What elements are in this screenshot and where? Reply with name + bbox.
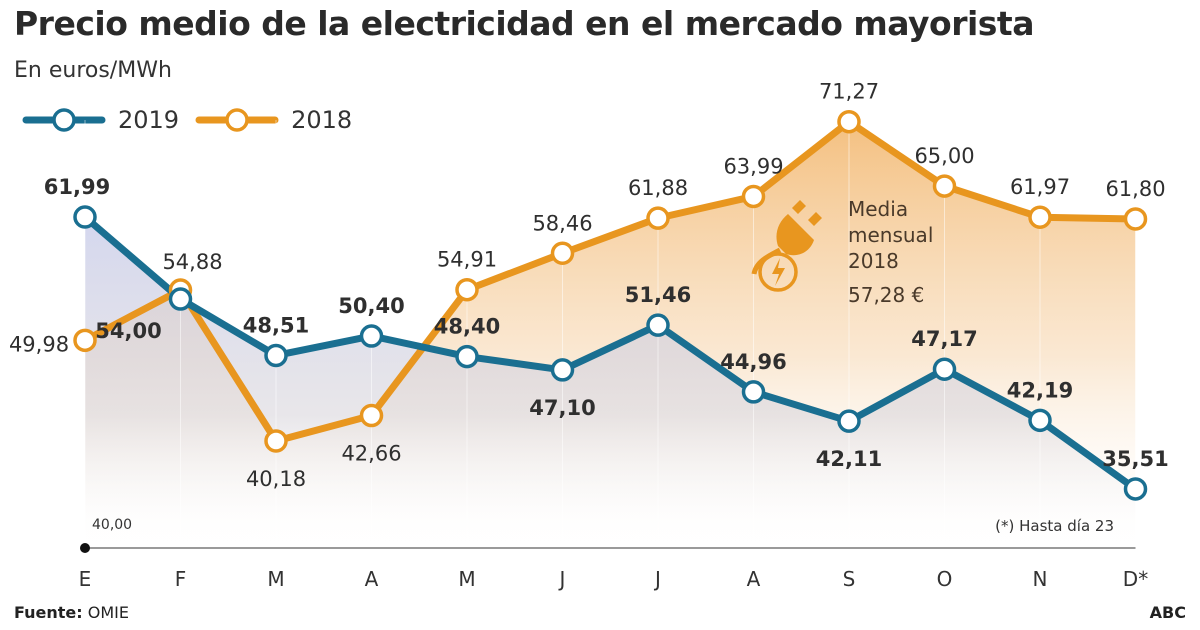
legend: 2019 2018 [22,106,352,134]
data-point-2019 [1123,477,1148,501]
data-label-2019: 42,19 [1007,378,1073,402]
legend-label-2019: 2019 [118,106,180,134]
data-point-2018 [455,277,479,302]
data-label-2019: 51,46 [625,283,691,307]
x-tick-label: M [458,567,475,591]
data-label-2019: 48,40 [434,315,500,339]
data-point-2019 [932,357,957,381]
data-point-2019 [550,358,575,382]
area-2019 [85,217,1136,548]
x-tick-label: O [937,567,953,591]
data-point-2018 [359,403,384,428]
x-tick-label: S [843,567,856,591]
annotation-line1: Media [848,197,909,221]
x-tick-label: E [79,567,92,591]
x-tick-label: F [175,567,187,591]
data-point-2019 [359,324,384,348]
data-label-2018: 61,88 [628,176,688,200]
data-point-2018 [741,184,766,209]
annotation-line2: mensual [848,223,934,247]
legend-item-2019: 2019 [22,106,179,134]
chart-title: Precio medio de la electricidad en el me… [14,4,1034,43]
data-label-2018: 71,27 [819,80,879,104]
data-label-2018: 58,46 [532,211,592,235]
series-line-2018 [83,118,1136,445]
x-tick-label: N [1033,567,1048,591]
data-label-2018: 61,80 [1105,177,1165,201]
monthly-average-annotation: Media mensual 2018 57,28 € [848,196,933,308]
x-tick-label: A [747,567,761,591]
x-tick-label: A [365,567,379,591]
data-point-2018 [646,206,670,230]
source-value: OMIE [87,603,129,622]
series-line-2019 [82,214,1138,492]
data-point-2018 [550,241,575,266]
annotation-line3: 2018 [848,249,899,273]
data-label-2019: 35,51 [1102,447,1168,471]
data-label-2018: 40,18 [246,467,306,491]
data-label-2019: 50,40 [338,294,404,318]
data-label-2019: 54,00 [95,319,161,343]
data-point-2019 [455,344,479,369]
footnote: (*) Hasta día 23 [995,517,1114,535]
x-tick-label: D* [1123,567,1148,591]
plug-lightning-icon [751,200,822,292]
data-point-2019 [168,287,193,311]
data-label-2018: 54,91 [437,248,497,272]
data-label-2019: 42,11 [816,447,882,471]
data-label-2018: 42,66 [341,442,401,466]
data-point-2018 [932,174,957,198]
data-label-2018: 49,98 [9,332,69,356]
data-label-2019: 47,17 [911,327,977,351]
source: Fuente: OMIE [14,603,129,622]
x-tick-label: J [558,567,566,591]
data-point-2019 [646,313,670,337]
data-point-2018 [837,109,861,134]
data-label-2018: 61,97 [1010,175,1070,199]
data-point-2018 [1028,205,1052,229]
annotation-value: 57,28 € [848,283,925,307]
baseline-label: 40,00 [92,517,133,533]
data-point-2018 [264,429,288,453]
source-label: Fuente: [14,603,83,622]
x-tick-label: M [267,567,284,591]
data-point-2018 [73,328,97,353]
legend-label-2018: 2018 [291,106,353,134]
data-label-2019: 48,51 [243,313,309,337]
data-label-2019: 44,96 [720,350,786,374]
data-point-2019 [837,409,861,433]
brand: ABC [1149,603,1186,622]
data-label-2019: 47,10 [529,396,595,420]
baseline-dot [80,543,90,553]
data-point-2018 [1123,207,1148,231]
x-tick-label: J [653,567,661,591]
data-point-2019 [1028,408,1052,433]
data-label-2018: 65,00 [914,144,974,168]
legend-line-marker-2018-icon [195,108,279,132]
data-label-2018: 63,99 [723,154,783,178]
legend-line-marker-2019-icon [22,108,106,132]
legend-item-2018: 2018 [195,106,352,134]
data-label-2018: 54,88 [162,250,222,274]
data-point-2019 [264,343,288,368]
chart-subtitle: En euros/MWh [14,58,172,83]
data-label-2019: 61,99 [44,175,110,199]
data-point-2019 [73,205,97,229]
data-point-2019 [741,380,766,404]
